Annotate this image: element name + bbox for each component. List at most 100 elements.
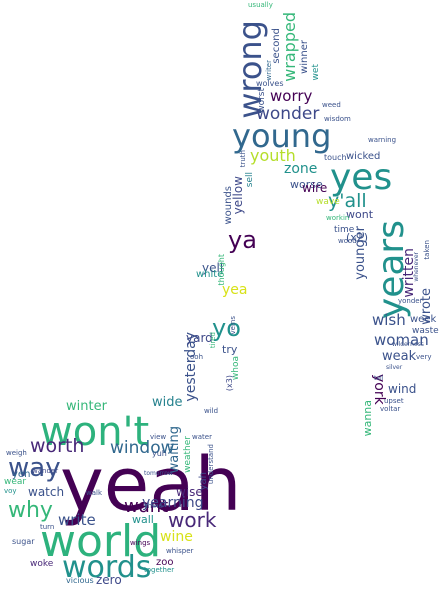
word-walk: walk [86,489,103,497]
word-ooh: ooh [190,353,204,361]
word-write: write [58,511,96,529]
word-yearning: yearning [142,495,204,511]
word-whenever: whenever [413,252,420,282]
word-warning: warning [368,136,397,144]
word-wood: wood [338,237,357,245]
word-winter: winter [66,399,107,414]
word-usually: usually [248,1,273,9]
word-very: very [416,353,432,361]
word-worse: worse [290,178,323,191]
word-winner: winner [299,40,310,74]
word-wear: wear [4,477,27,487]
word-vicious: vicious [66,576,94,585]
word-woke: woke [30,559,54,569]
word-yea: yea [222,282,248,298]
word-thought: thought [217,254,226,286]
word-wine: wine [160,529,193,545]
word-want: want [124,496,169,517]
word-youth: youth [250,146,296,165]
word-week: week [410,314,437,325]
word-wild: wild [204,407,219,415]
word-wilderness: wilderness [392,341,424,348]
word-tell: tell [374,375,384,382]
word-shine: shine [144,502,163,510]
word-workin: workin [326,214,350,222]
word-yonder: yonder [398,297,423,305]
word-x2: (x2) [346,231,369,244]
word-truth: truth [239,150,247,168]
word-wide: wide [152,395,183,410]
word-watch: watch [28,485,65,499]
word-whisper: whisper [166,547,194,555]
word-touch: touch [324,153,347,162]
word-weigh: weigh [6,449,27,457]
word-woman: woman [374,331,429,349]
word-wish: wish [372,311,406,329]
word-veins: veins [229,316,237,335]
word-wicked: wicked [346,151,381,162]
word-way: way [8,453,61,483]
word-wisdom: wisdom [324,115,351,123]
word-worry: worry [270,87,313,105]
word-try: try [222,343,238,356]
word-wings: wings [130,539,151,547]
word-yall: y'all [328,190,367,212]
word-wire: wire [302,181,328,195]
word-zone: zone [284,161,318,177]
word-silver: silver [386,364,403,371]
word-understand: understand [207,444,215,485]
word-young: young [232,117,332,155]
word-window: window [110,438,175,458]
word-work: work [168,508,217,532]
word-water: water [192,433,212,441]
word-yell: yell [202,261,224,275]
word-wanna: wanna [361,400,374,437]
word-taken: taken [423,240,431,260]
word-yard: yard [186,331,213,345]
word-zoo: zoo [156,557,174,568]
word-worth: worth [30,435,85,457]
word-weak: weak [382,349,417,364]
word-yeah: yeah [60,442,242,528]
word-time: time [334,225,355,235]
word-words: words [62,550,152,585]
word-waiting: waiting [167,426,182,474]
word-weather: weather [183,436,193,473]
word-wind: wind [388,382,417,396]
word-ya: ya [228,226,257,254]
word-view: view [150,433,167,441]
word-yellow: yellow [231,176,245,215]
word-voltar: voltar [380,405,401,413]
word-yo: yo [212,314,241,342]
word-world: world [40,516,162,567]
word-writer: writer [265,60,273,81]
word-wrapped: wrapped [280,12,299,82]
word-yuh: yuh [152,449,167,458]
word-x3: (x3) [225,375,234,392]
word-wall: wall [132,513,154,526]
word-younger: younger [353,226,368,280]
word-wonder: wonder [256,104,320,124]
word-zero: zero [96,573,122,587]
word-waste: waste [412,326,439,336]
word-why: why [8,498,53,523]
word-wont-apos: won't [40,409,150,455]
word-sugar: sugar [12,537,35,546]
word-tired: tired [209,332,217,349]
word-wave: wave [316,197,340,207]
word-white: white [196,269,224,280]
word-weed: weed [322,101,341,109]
word-worst: worst [257,88,267,113]
word-wet: wet [311,64,321,81]
word-turn: turn [40,523,55,531]
word-wander: wander [32,467,59,475]
word-wise: wise [176,485,203,499]
word-tomorrow: tomorrow [144,470,173,477]
word-wont: wont [346,208,374,221]
word-voy: voy [4,487,17,495]
word-yes: yes [330,157,393,198]
word-york: york [371,374,387,405]
word-yeh: yeh [12,469,31,480]
word-sell: sell [245,172,255,188]
